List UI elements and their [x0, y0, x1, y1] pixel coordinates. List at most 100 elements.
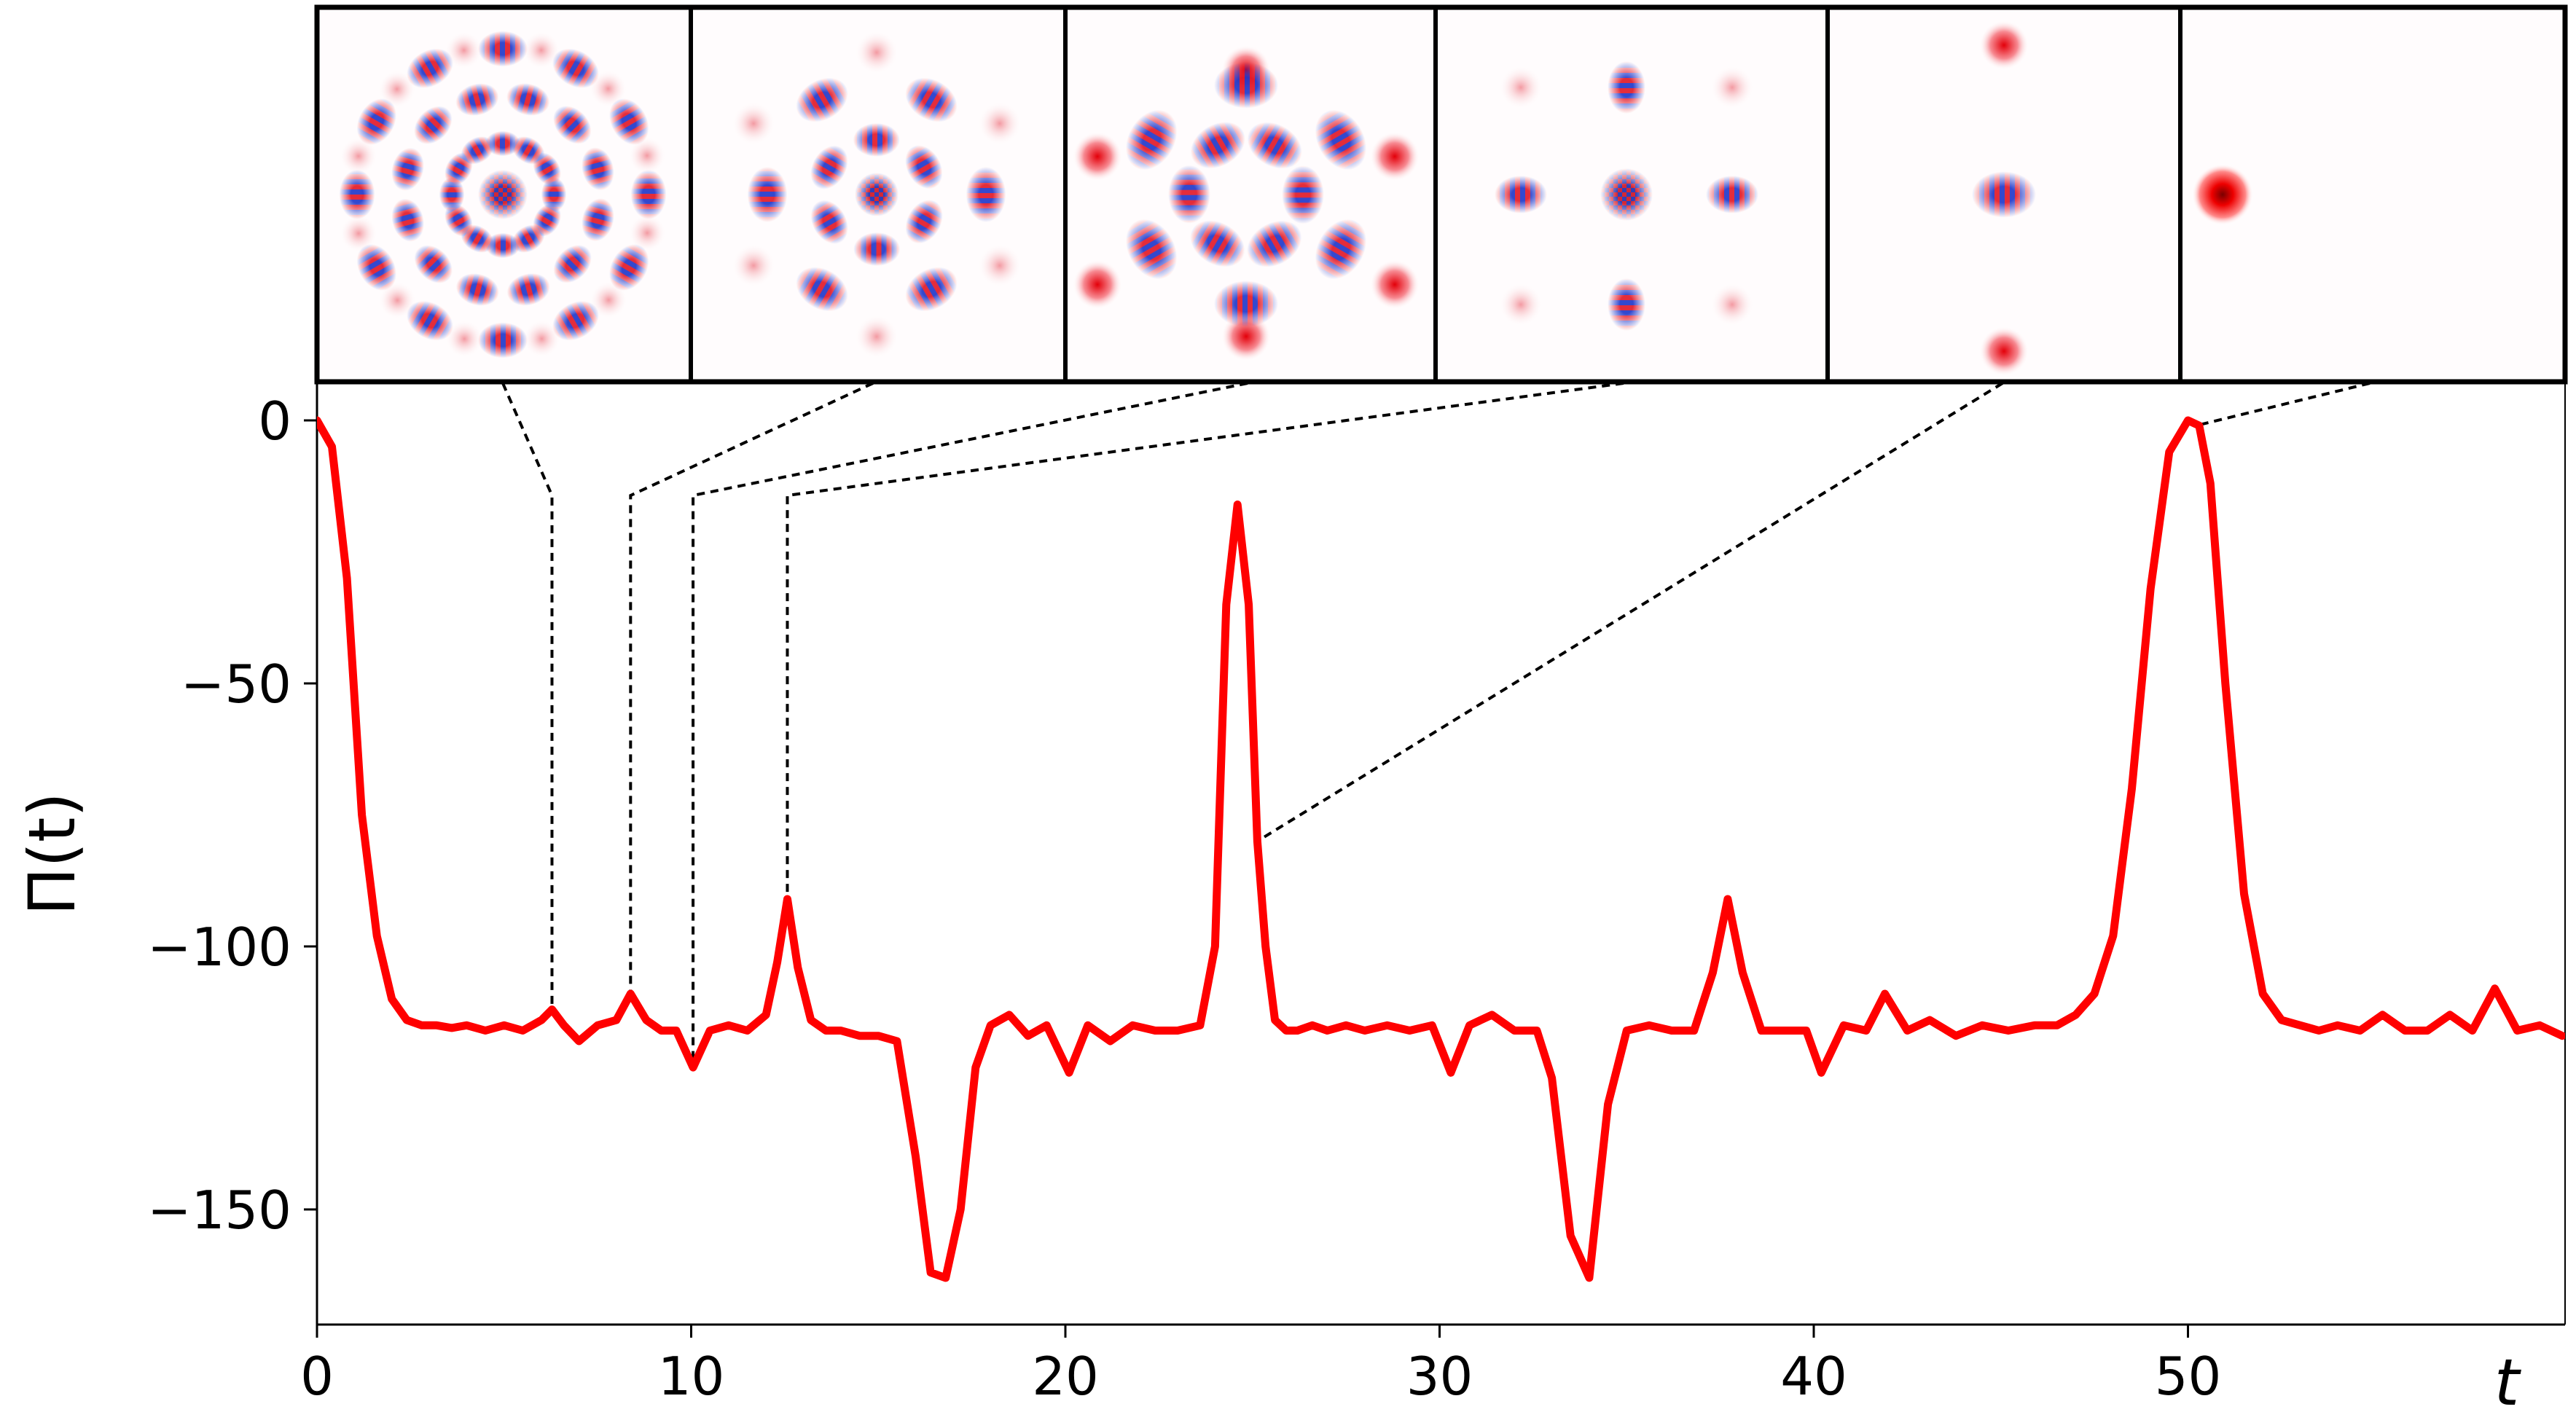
stripe-blob: [553, 106, 592, 144]
snapshot-panel-2: [732, 31, 1022, 358]
x-tick-label: 30: [1406, 1346, 1473, 1407]
x-tick-label: 0: [300, 1346, 334, 1407]
stripe-blob: [506, 273, 550, 306]
stripe-blob: [407, 48, 453, 88]
pink-blob: [522, 319, 561, 358]
stripe-blob: [1315, 219, 1367, 280]
pink-blob: [378, 281, 417, 320]
checker-center: [855, 173, 899, 216]
stripe-blob: [552, 48, 599, 88]
stripe-blob: [485, 130, 520, 157]
snapshot-panel-4: [1495, 61, 1758, 331]
stripe-blob: [407, 301, 453, 341]
pink-blob: [445, 31, 483, 70]
stripe-blob: [1125, 219, 1178, 280]
stripe-blob: [478, 322, 528, 358]
stripe-blob: [1247, 220, 1302, 267]
y-tick-label: −150: [147, 1180, 291, 1241]
stripe-blob: [1608, 61, 1645, 114]
x-tick-label: 20: [1032, 1346, 1099, 1407]
stripe-blob: [1190, 122, 1245, 169]
stripe-blob: [339, 170, 375, 219]
x-tick-label: 40: [1780, 1346, 1847, 1407]
pink-blob: [732, 243, 776, 288]
pink-blob: [855, 315, 899, 358]
y-ticks: 0 −50 −100 −150: [147, 391, 317, 1241]
stripe-blob: [1247, 122, 1302, 169]
red-blob: [1979, 20, 2029, 70]
stripe-blob: [747, 167, 788, 222]
pink-blob: [522, 31, 560, 69]
checker-center: [478, 170, 528, 219]
stripe-blob: [810, 200, 848, 244]
series-line: [317, 416, 2565, 1282]
pink-blob: [589, 69, 627, 108]
stripe-blob: [1282, 165, 1324, 224]
pink-blob: [627, 136, 666, 175]
stripe-blob: [853, 122, 900, 157]
pink-blob: [1710, 283, 1754, 326]
stripe-blob: [796, 77, 848, 122]
red-blob: [1370, 259, 1420, 310]
stripe-blob: [1972, 171, 2036, 218]
stripe-blob: [485, 232, 520, 259]
stripe-blob: [414, 106, 453, 144]
snapshot-panels: [314, 4, 2568, 385]
stripe-blob: [905, 77, 958, 122]
stripe-blob: [582, 147, 614, 191]
checker-center: [1600, 168, 1653, 221]
stripe-blob: [609, 98, 649, 145]
stripe-blob: [905, 145, 943, 189]
stripe-blob: [1315, 109, 1367, 170]
stripe-blob: [455, 273, 499, 306]
stripe-blob: [609, 244, 649, 291]
stripe-blob: [796, 267, 848, 312]
red-blob: [1979, 326, 2029, 376]
stripe-blob: [391, 198, 424, 242]
stripe-blob: [1168, 165, 1210, 224]
pink-blob: [855, 31, 899, 74]
pink-blob: [445, 320, 484, 358]
pink-blob: [377, 70, 416, 109]
pink-blob: [1710, 66, 1754, 109]
leader-line: [1256, 382, 2004, 843]
pink-blob: [977, 243, 1022, 288]
leader-line: [2197, 382, 2371, 427]
stripe-blob: [478, 31, 528, 67]
red-blob: [1073, 131, 1122, 181]
pink-blob: [1499, 283, 1543, 326]
stripe-blob: [356, 98, 396, 145]
leader-line: [501, 383, 554, 1010]
y-tick-label: −50: [181, 654, 291, 715]
pink-blob: [732, 101, 776, 146]
stripe-blob: [356, 244, 396, 291]
stripe-blob: [1214, 62, 1278, 109]
stripe-blob: [1495, 176, 1547, 213]
stripe-blob: [810, 145, 848, 189]
snapshot-panel-6: [2192, 164, 2253, 225]
stripe-blob: [966, 167, 1006, 222]
stripe-blob: [1706, 176, 1758, 213]
red-blob: [2192, 164, 2253, 225]
snapshot-panel-3: [1073, 45, 1420, 361]
red-blob: [1073, 259, 1122, 310]
stripe-blob: [541, 177, 567, 212]
y-tick-label: −100: [147, 917, 291, 978]
stripe-blob: [1608, 278, 1645, 331]
x-tick-label: 10: [658, 1346, 725, 1407]
snapshot-panel-1: [339, 31, 667, 358]
stripe-blob: [1214, 281, 1278, 327]
stripe-blob: [553, 245, 592, 283]
red-blob: [1370, 131, 1420, 181]
pink-blob: [339, 137, 377, 176]
y-tick-label: 0: [258, 391, 291, 452]
leader-line: [786, 382, 1624, 900]
stripe-blob: [506, 83, 550, 116]
pink-blob: [590, 281, 628, 319]
stripe-blob: [455, 83, 499, 116]
y-axis-label: Π(t): [15, 792, 90, 915]
x-tick-label: 50: [2155, 1346, 2222, 1407]
stripe-blob: [391, 147, 424, 191]
stripe-blob: [905, 200, 943, 244]
